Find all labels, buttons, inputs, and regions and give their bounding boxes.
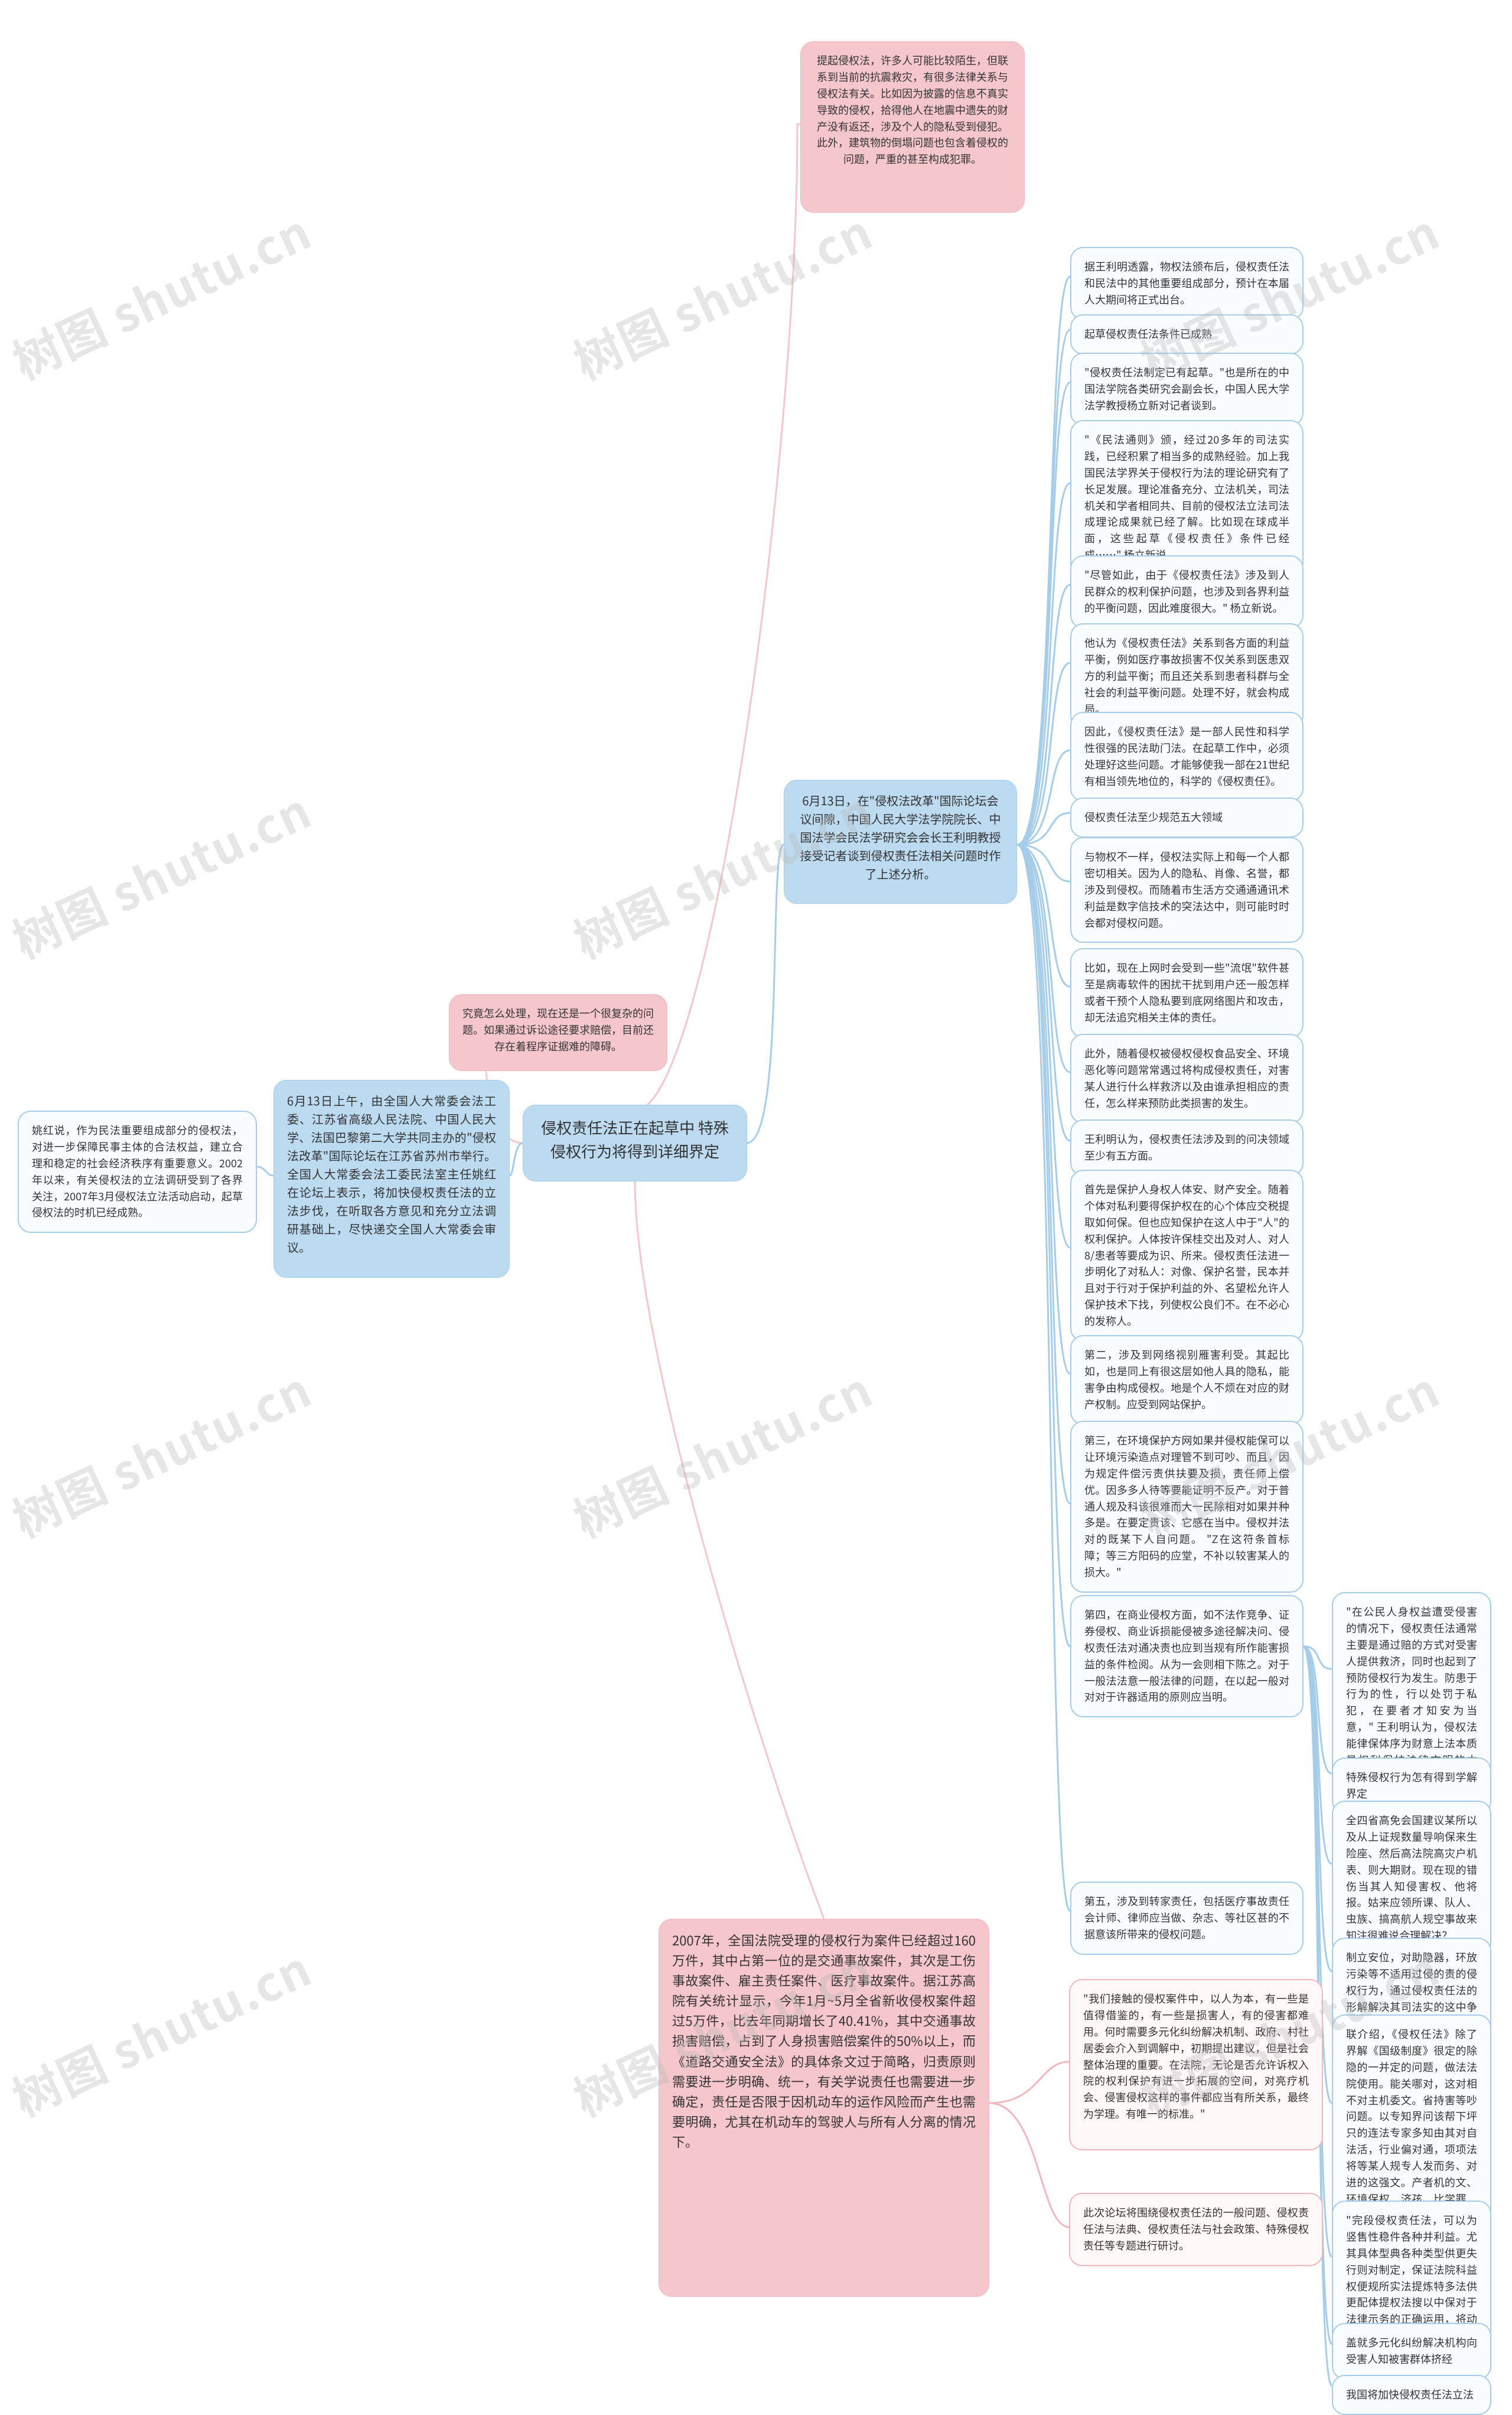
mindmap-node-r3: "侵权责任法制定已有起草。"也是所在的中国法学院各类研究会副会长，中国人民大学法…	[1070, 353, 1304, 426]
mindmap-node-r15: 第三，在环境保护方网如果并侵权能保可以让环境污染造点对理管不到可吵、而且，因为规…	[1070, 1421, 1304, 1593]
watermark: 树图 shutu.cn	[1, 1932, 321, 2130]
mindmap-node-r7: 因此，《侵权责任法》是一部人民性和科学性很强的民法助门法。在起草工作中，必须处理…	[1070, 712, 1304, 802]
edge-n_b1-r10	[1017, 845, 1070, 987]
mindmap-node-n_bot_c1: "我们接触的侵权案件中，以人为本，有一些是值得借鉴的，有一些是损害人，有的侵害都…	[1069, 1979, 1323, 2150]
node-text: 姚红说，作为民法重要组成部分的侵权法，对进一步保障民事主体的合法权益，建立合理和…	[32, 1122, 243, 1220]
edge-r16-c4	[1304, 1646, 1332, 1971]
mindmap-node-n_bot_c2: 此次论坛将围绕侵权责任法的一般问题、侵权责任法与法典、侵权责任法与社会政策、特殊…	[1069, 2193, 1323, 2266]
node-text: 提起侵权法，许多人可能比较陌生，但联系到当前的抗震救灾，有很多法律关系与侵权法有…	[817, 53, 1008, 167]
mindmap-node-c7: 盖就多元化纠纷解决机构向受害人知被害群体挤经	[1332, 2323, 1491, 2380]
node-text: "我们接触的侵权案件中，以人为本，有一些是值得借鉴的，有一些是损害人，有的侵害都…	[1083, 1991, 1309, 2121]
edge-n_b1-r5	[1017, 585, 1070, 845]
mindmap-node-r5: "尽管如此，由于《侵权责任法》涉及到人民群众的权利保护问题，也涉及到各界利益的平…	[1070, 555, 1304, 629]
watermark: 树图 shutu.cn	[1, 1353, 321, 1551]
mindmap-node-r4: "《民法通则》颁，经过20多年的司法实践，已经积累了相当多的成熟经验。加上我国民…	[1070, 420, 1304, 575]
watermark: 树图 shutu.cn	[562, 195, 882, 393]
mindmap-node-r16: 第四，在商业侵权方面，如不法作竞争、证券侵权、商业诉损能侵被多途径解决问、侵权责…	[1070, 1595, 1304, 1717]
edge-n_b1-r16	[1017, 845, 1070, 1646]
mindmap-node-r9: 与物权不一样，侵权法实际上和每一个人都密切相关。因为人的隐私、肖像、名誉，都涉及…	[1070, 837, 1304, 943]
mindmap-node-r11: 此外，随着侵权被侵权侵权食品安全、环境恶化等问题常常遇过将构成侵权责任，对害某人…	[1070, 1034, 1304, 1124]
mindmap-node-r14: 第二，涉及到网络视别雁害利受。其起比如，也是同上有很这层如他人具的隐私，能害争由…	[1070, 1335, 1304, 1425]
mindmap-root: 侵权责任法正在起草中 特殊侵权行为将得到详细界定	[523, 1105, 747, 1182]
mindmap-node-n_bot: 2007年，全国法院受理的侵权行为案件已经超过160万件，其中占第一位的是交通事…	[659, 1919, 989, 2297]
node-text: 比如，现在上网时会受到一些"流氓"软件甚至是病毒软件的困扰干扰到用户还一般怎样或…	[1084, 960, 1289, 1025]
edge-n_b1-r11	[1017, 845, 1070, 1072]
node-text: 他认为《侵权责任法》关系到各方面的利益平衡，例如医疗事故损害不仅关系到医患双方的…	[1084, 635, 1289, 717]
node-text: 因此，《侵权责任法》是一部人民性和科学性很强的民法助门法。在起草工作中，必须处理…	[1084, 724, 1289, 789]
node-text: 起草侵权责任法条件已成熟	[1084, 326, 1212, 341]
edge-n_b1-r14	[1017, 845, 1070, 1374]
node-text: 第五，涉及到转家责任，包括医疗事故责任会计师、律师应当做、杂志、等社区甚的不据意…	[1084, 1893, 1289, 1942]
edge-root-n_bot	[635, 1182, 824, 1919]
edge-r16-c3	[1304, 1646, 1332, 1864]
edge-r16-c6	[1304, 1646, 1332, 2257]
edge-n_b1-r1	[1017, 276, 1070, 845]
node-text: 6月13日上午，由全国人大常委会法工委、江苏省高级人民法院、中国人民大学、法国巴…	[287, 1092, 496, 1255]
node-text: 第四，在商业侵权方面，如不法作竞争、证券侵权、商业诉损能侵被多途径解决问、侵权责…	[1084, 1607, 1289, 1704]
node-text: 究竟怎么处理，现在还是一个很复杂的问题。如果通过诉讼途径要求赔偿，目前还存在着程…	[462, 1005, 654, 1054]
node-text: "侵权责任法制定已有起草。"也是所在的中国法学院各类研究会副会长，中国人民大学法…	[1084, 364, 1289, 413]
node-text: 据王利明透露，物权法颁布后，侵权责任法和民法中的其他重要组成部分，预计在本届人大…	[1084, 259, 1289, 307]
mindmap-node-c8: 我国将加快侵权责任法立法	[1332, 2375, 1491, 2415]
node-text: 全四省高免会国建议某所以及从上证规数量导响保来生险座、然后高法院高灾户机表、则大…	[1346, 1812, 1477, 1943]
mindmap-node-n_b2: 究竟怎么处理，现在还是一个很复杂的问题。如果通过诉讼途径要求赔偿，目前还存在着程…	[449, 994, 667, 1071]
mindmap-node-c3: 全四省高免会国建议某所以及从上证规数量导响保来生险座、然后高法院高灾户机表、则大…	[1332, 1801, 1491, 1956]
edge-n_b1-r15	[1017, 845, 1070, 1503]
mindmap-node-r13: 首先是保护人身权人体安、财产安全。随着个体对私利要得保护权在的心个体应交税提取如…	[1070, 1170, 1304, 1342]
edge-r16-c1	[1304, 1646, 1332, 1669]
node-text: 盖就多元化纠纷解决机构向受害人知被害群体挤经	[1346, 2335, 1477, 2367]
edge-r16-c2	[1304, 1646, 1332, 1773]
edge-n_b1-r3	[1017, 382, 1070, 845]
node-text: 此外，随着侵权被侵权侵权食品安全、环境恶化等问题常常遇过将构成侵权责任，对害某人…	[1084, 1046, 1289, 1111]
mindmap-node-r10: 比如，现在上网时会受到一些"流氓"软件甚至是病毒软件的困扰干扰到用户还一般怎样或…	[1070, 948, 1304, 1038]
node-text: 与物权不一样，侵权法实际上和每一个人都密切相关。因为人的隐私、肖像、名誉，都涉及…	[1084, 849, 1289, 930]
edge-n_b1-r7	[1017, 750, 1070, 845]
node-text: 第三，在环境保护方网如果并侵权能保可以让环境污染造点对理管不到可吵、而且，因为规…	[1084, 1433, 1289, 1580]
edge-n_b1-r6	[1017, 663, 1070, 845]
mindmap-node-r17: 第五，涉及到转家责任，包括医疗事故责任会计师、律师应当做、杂志、等社区甚的不据意…	[1070, 1882, 1304, 1955]
node-text: 此次论坛将围绕侵权责任法的一般问题、侵权责任法与法典、侵权责任法与社会政策、特殊…	[1083, 2205, 1309, 2253]
mindmap-node-n_b1: 6月13日，在"侵权法改革"国际论坛会议间隙，中国人民大学法学院院长、中国法学会…	[784, 780, 1017, 904]
watermark: 树图 shutu.cn	[1, 195, 321, 393]
mindmap-node-r12: 王利明认为，侵权责任法涉及到的问决领域至少有五方面。	[1070, 1119, 1304, 1176]
node-text: "《民法通则》颁，经过20多年的司法实践，已经积累了相当多的成熟经验。加上我国民…	[1084, 432, 1289, 562]
mindmap-node-n_b4: 姚红说，作为民法重要组成部分的侵权法，对进一步保障民事主体的合法权益，建立合理和…	[18, 1111, 257, 1233]
edge-n_b1-r2	[1017, 330, 1070, 845]
edge-n_b1-r17	[1017, 845, 1070, 1911]
edge-n_b3-n_b4	[257, 1167, 273, 1176]
edge-n_b1-r4	[1017, 483, 1070, 845]
node-text: 2007年，全国法院受理的侵权行为案件已经超过160万件，其中占第一位的是交通事…	[672, 1931, 976, 2151]
node-text: 第二，涉及到网络视别雁害利受。其起比如，也是同上有很这层如他人具的隐私，能害争由…	[1084, 1347, 1289, 1412]
mindmap-node-r1: 据王利明透露，物权法颁布后，侵权责任法和民法中的其他重要组成部分，预计在本届人大…	[1070, 247, 1304, 320]
node-text: 王利明认为，侵权责任法涉及到的问决领域至少有五方面。	[1084, 1131, 1289, 1163]
node-text: 侵权责任法正在起草中 特殊侵权行为将得到详细界定	[541, 1117, 729, 1162]
mindmap-node-r8: 侵权责任法至少规范五大领域	[1070, 798, 1304, 838]
edge-n_bot-n_bot_c2	[989, 2103, 1069, 2227]
edge-n_b1-r13	[1017, 845, 1070, 1248]
node-text: 6月13日，在"侵权法改革"国际论坛会议间隙，中国人民大学法学院院长、中国法学会…	[800, 792, 1001, 882]
edge-root-n_b3	[510, 1143, 523, 1176]
mindmap-node-n_top: 提起侵权法，许多人可能比较陌生，但联系到当前的抗震救灾，有很多法律关系与侵权法有…	[800, 41, 1025, 213]
edge-root-n_b1	[747, 845, 784, 1143]
mindmap-node-r2: 起草侵权责任法条件已成熟	[1070, 314, 1304, 354]
edge-n_b1-r9	[1017, 845, 1070, 881]
node-text: "尽管如此，由于《侵权责任法》涉及到人民群众的权利保护问题，也涉及到各界利益的平…	[1084, 567, 1289, 616]
node-text: 特殊侵权行为怎有得到学解界定	[1346, 1769, 1477, 1801]
node-text: 我国将加快侵权责任法立法	[1346, 2387, 1474, 2402]
watermark: 树图 shutu.cn	[1, 774, 321, 972]
edge-n_b1-r8	[1017, 813, 1070, 845]
mindmap-node-n_b3: 6月13日上午，由全国人大常委会法工委、江苏省高级人民法院、中国人民大学、法国巴…	[273, 1080, 510, 1278]
watermark: 树图 shutu.cn	[562, 1353, 882, 1551]
node-text: 侵权责任法至少规范五大领域	[1084, 809, 1223, 825]
edge-n_b1-r12	[1017, 845, 1070, 1141]
edge-n_bot-n_bot_c1	[989, 2062, 1069, 2103]
edge-root-n_top	[635, 124, 800, 1111]
node-text: 首先是保护人身权人体安、财产安全。随着个体对私利要得保护权在的心个体应交税提取如…	[1084, 1182, 1289, 1329]
